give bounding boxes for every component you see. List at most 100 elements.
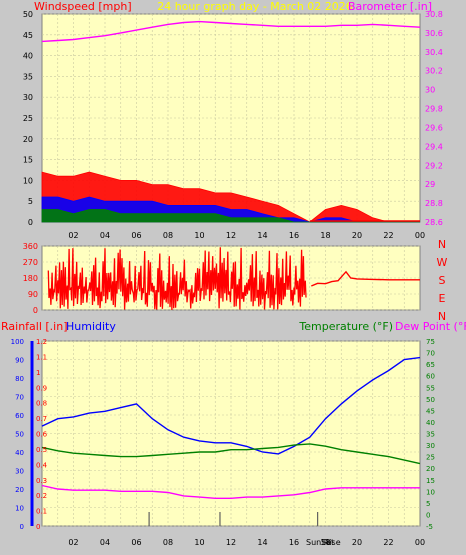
temperature-tick-label: 10 — [426, 488, 435, 496]
wind-direction-noisy — [47, 247, 307, 311]
compass-label: N — [438, 238, 446, 251]
windspeed-tick-label: 10 — [23, 176, 33, 185]
temperature-tick-label: 0 — [426, 511, 430, 519]
humidity-tick-label: 90 — [15, 357, 24, 365]
barometer-tick-label: 30.2 — [425, 67, 443, 76]
rainfall-tick-label: 1 — [36, 369, 40, 377]
barometer-tick-label: 28.6 — [425, 218, 443, 227]
temp-x-tick-label: 16 — [289, 538, 299, 547]
wind-x-tick-label: 10 — [194, 231, 204, 240]
temperature-tick-label: 20 — [426, 465, 435, 473]
wind-x-tick-label: 06 — [131, 231, 141, 240]
sunrise-label: Sun Rise — [306, 538, 341, 547]
rainfall-tick-label: 0.6 — [36, 431, 48, 439]
wind-x-tick-label: 18 — [320, 231, 330, 240]
barometer-tick-label: 30.6 — [425, 29, 443, 38]
wind-x-tick-label: 02 — [68, 231, 78, 240]
temp-x-tick-label: 20 — [352, 538, 362, 547]
barometer-tick-label: 29.8 — [425, 105, 443, 114]
temperature-tick-label: 50 — [426, 396, 435, 404]
wind-direction-line — [311, 270, 420, 287]
barometer-tick-label: 28.8 — [425, 199, 443, 208]
windspeed-tick-label: 15 — [23, 156, 33, 165]
temp-x-tick-label: 02 — [68, 538, 78, 547]
dewpoint-axis-label: Dew Point (°F) — [395, 320, 466, 333]
temp-x-tick-label: 08 — [163, 538, 173, 547]
direction-tick-label: 270 — [23, 258, 38, 267]
compass-label: N — [438, 310, 446, 323]
rainfall-tick-label: 0.5 — [36, 446, 47, 454]
barometer-tick-label: 29.4 — [425, 142, 443, 151]
windspeed-tick-label: 30 — [23, 93, 33, 102]
humidity-tick-label: 100 — [11, 338, 24, 346]
sunset-label: Set — [321, 538, 334, 547]
compass-label: S — [439, 274, 446, 287]
temperature-tick-label: 65 — [426, 361, 435, 369]
wind-x-tick-label: 22 — [383, 231, 393, 240]
wind-x-tick-label: 16 — [289, 231, 299, 240]
windspeed-tick-label: 5 — [28, 197, 33, 206]
temp-x-tick-label: 12 — [226, 538, 236, 547]
temperature-tick-label: 45 — [426, 407, 435, 415]
humidity-tick-label: 10 — [15, 505, 24, 513]
dewpoint-line — [41, 484, 420, 499]
direction-tick-label: 180 — [23, 274, 38, 283]
wind-x-tick-label: 14 — [257, 231, 267, 240]
rainfall-tick-label: 0.7 — [36, 415, 47, 423]
temperature-tick-label: 15 — [426, 477, 435, 485]
temperature-tick-label: 70 — [426, 350, 435, 358]
temperature-tick-label: 60 — [426, 373, 435, 381]
direction-tick-label: 0 — [33, 306, 38, 315]
temperature-tick-label: 35 — [426, 431, 435, 439]
windspeed-tick-label: 35 — [23, 72, 33, 81]
wind-x-tick-label: 04 — [100, 231, 110, 240]
barometer-line — [41, 20, 421, 43]
temperature-line — [41, 443, 421, 465]
compass-label: W — [437, 256, 448, 269]
direction-tick-label: 90 — [28, 290, 38, 299]
humidity-tick-label: 20 — [15, 486, 24, 494]
windspeed-tick-label: 20 — [23, 135, 33, 144]
windspeed-tick-label: 50 — [23, 10, 33, 19]
temp-x-tick-label: 06 — [131, 538, 141, 547]
barometer-axis-label: Barometer [.in] — [348, 0, 432, 13]
humidity-tick-label: 50 — [15, 431, 24, 439]
rainfall-tick-label: 0 — [36, 523, 40, 531]
wind-x-tick-label: 00 — [415, 231, 425, 240]
temp-x-tick-label: 00 — [415, 538, 425, 547]
humidity-line — [41, 356, 421, 455]
barometer-tick-label: 30.8 — [425, 10, 443, 19]
temperature-tick-label: 40 — [426, 419, 435, 427]
barometer-tick-label: 29 — [425, 180, 435, 189]
temp-x-tick-label: 22 — [383, 538, 393, 547]
rainfall-tick-label: 1.2 — [36, 338, 47, 346]
humidity-tick-label: 70 — [15, 394, 24, 402]
barometer-tick-label: 29.2 — [425, 161, 443, 170]
chart-title: 24 hour graph day - March 02 2026 — [157, 0, 353, 13]
wind-x-tick-label: 08 — [163, 231, 173, 240]
temperature-tick-label: 5 — [426, 500, 430, 508]
humidity-tick-label: 60 — [15, 412, 24, 420]
wind-x-tick-label: 20 — [352, 231, 362, 240]
temperature-tick-label: 55 — [426, 384, 435, 392]
humidity-tick-label: 30 — [15, 468, 24, 476]
wind-average-area — [41, 209, 420, 223]
rainfall-tick-label: 0.9 — [36, 384, 47, 392]
rainfall-axis-label: Rainfall [.in] — [1, 320, 68, 333]
windspeed-axis-label: Windspeed [mph] — [34, 0, 132, 13]
compass-label: E — [439, 292, 446, 305]
rainfall-tick-label: 0.3 — [36, 477, 47, 485]
barometer-tick-label: 30.4 — [425, 48, 443, 57]
rainfall-tick-label: 0.1 — [36, 508, 47, 516]
temperature-tick-label: 25 — [426, 454, 435, 462]
humidity-tick-label: 40 — [15, 449, 24, 457]
rainfall-tick-label: 0.4 — [36, 461, 48, 469]
temp-x-tick-label: 10 — [194, 538, 204, 547]
temperature-tick-label: 30 — [426, 442, 435, 450]
windspeed-tick-label: 40 — [23, 52, 33, 61]
humidity-tick-label: 0 — [20, 523, 24, 531]
rainfall-tick-label: 0.8 — [36, 400, 47, 408]
temp-x-tick-label: 04 — [100, 538, 110, 547]
